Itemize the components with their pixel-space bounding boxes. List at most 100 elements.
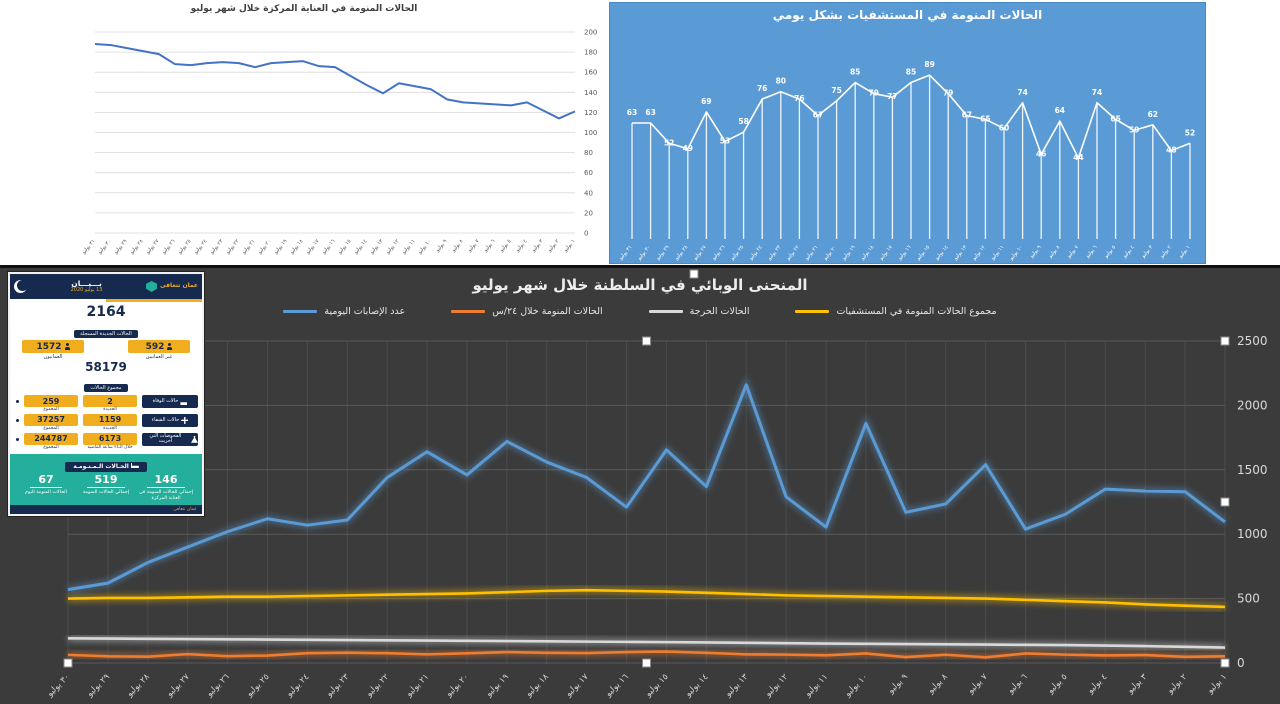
y-axis-tick: 40 [584, 189, 593, 197]
data-label: 77 [887, 92, 897, 101]
series-line-3[interactable] [67, 588, 1226, 609]
x-axis-label: ٢٣ يوليو [324, 672, 352, 700]
x-axis-label: ٣ يوليو [1140, 244, 1155, 260]
hospitalized-chart-title: الحالات المنومة في المستشفيات بشكل يومي [772, 8, 1043, 22]
footer-slogan: عمان تتعافى [173, 507, 197, 512]
data-label: 74 [1017, 88, 1027, 97]
legend-item-daily-infections[interactable]: عدد الإصابات اليومية [283, 306, 405, 317]
y-axis-tick: 1500 [1237, 463, 1268, 477]
data-label: 62 [1148, 110, 1158, 119]
selection-handle[interactable] [642, 336, 651, 346]
x-axis-label: ١٧ يوليو [304, 238, 320, 256]
series-line-0[interactable] [67, 383, 1226, 592]
brand-text: عمان تتعافى [160, 282, 198, 290]
y-axis-tick: 0 [1237, 656, 1245, 670]
hospitalized-chart-plot[interactable]: 63 63 52 49 69 53 58 76 80 76 67 75 85 79 77 85 89 79 67 65… [610, 3, 1205, 263]
bed-icon [180, 402, 188, 405]
x-axis-label: ٢٢ يوليو [364, 672, 392, 700]
data-label: 63 [627, 108, 637, 117]
data-label: 64 [1055, 106, 1065, 115]
selection-handle[interactable] [63, 658, 73, 668]
x-axis-label: ٢٩ يوليو [112, 238, 128, 256]
selection-handle[interactable] [1220, 336, 1230, 346]
icu-line-chart[interactable]: الحالات المنومة في العناية المركزة خلال … [0, 0, 608, 265]
x-axis-label: ٢٥ يوليو [244, 672, 272, 700]
x-axis-label: ١ يوليو [562, 238, 576, 254]
recovery-icon [181, 416, 189, 424]
total-cases-value: 58179 [85, 360, 127, 374]
legend-item-critical-cases[interactable]: الحالات الحرجة [648, 306, 749, 317]
legend-item-total-hospitalized[interactable]: مجموع الحالات المنومة في المستشفيات [795, 306, 997, 317]
total-cases-label: مجموع الحالات [84, 384, 128, 392]
legend-item-hospitalized-24h[interactable]: الحالات المنومة خلال ٢٤/س [451, 306, 603, 317]
x-axis-label: ٢٣ يوليو [766, 244, 782, 262]
x-axis-label: ١٤ يوليو [683, 672, 711, 700]
x-axis-label: ٢١ يوليو [240, 238, 256, 256]
x-axis-label: ٣ يوليو [1125, 672, 1150, 697]
x-axis-label: ٢٩ يوليو [84, 672, 112, 700]
y-axis-tick: 0 [584, 230, 588, 238]
deaths-row: حالات الوفاة 2 الجديدة 259 المجموع [10, 394, 202, 413]
x-axis-label: ١ يوليو [1205, 672, 1229, 696]
data-label: 48 [1166, 146, 1176, 155]
y-axis-tick: 140 [584, 89, 597, 97]
x-axis-label: ١٨ يوليو [288, 238, 304, 256]
x-axis-label: ١٨ يوليو [859, 244, 875, 262]
x-axis-label: ٢١ يوليو [803, 244, 819, 262]
x-axis-label: ١٨ يوليو [523, 672, 551, 700]
bullet-dot [16, 418, 19, 422]
selection-handle[interactable] [642, 658, 651, 668]
selection-handle[interactable] [1220, 658, 1230, 668]
x-axis-label: ١٠ يوليو [416, 238, 432, 256]
y-axis-tick: 60 [584, 169, 593, 177]
selection-handle[interactable] [689, 269, 699, 279]
x-axis-label: ٧ يوليو [965, 672, 990, 697]
x-axis-label: ٢٢ يوليو [224, 238, 240, 256]
data-label: 85 [850, 68, 860, 77]
legend-label: عدد الإصابات اليومية [324, 306, 406, 317]
data-label: 80 [776, 77, 786, 86]
x-axis-label: ١٢ يوليو [971, 244, 987, 262]
data-label: 52 [664, 138, 674, 147]
x-axis-label: ٢٤ يوليو [192, 238, 208, 256]
x-axis-label: ١٥ يوليو [643, 672, 671, 700]
x-axis-label: ٣ يوليو [530, 238, 545, 254]
y-axis-tick: 180 [584, 49, 597, 57]
x-axis-label: ٨ يوليو [925, 672, 950, 697]
x-axis-label: ٢٤ يوليو [747, 244, 763, 262]
epidemic-curve-chart[interactable]: المنحنى الوبائي في السلطنة خلال شهر يولي… [0, 265, 1280, 704]
tests-total: 244787 المجموع [24, 432, 78, 451]
series-line-1[interactable] [67, 650, 1226, 659]
x-axis-label: ٢٨ يوليو [128, 238, 144, 256]
x-axis-label: ٢٦ يوليو [204, 672, 232, 700]
x-axis-label: ٢٦ يوليو [710, 244, 726, 262]
series-line-2[interactable] [67, 636, 1226, 649]
icu-chart-title: الحالات المنومة في العناية المركزة خلال … [190, 4, 418, 14]
x-axis-label: ٣١ يوليو [80, 238, 96, 256]
x-axis-label: ١٦ يوليو [896, 244, 912, 262]
epidemic-chart-plot[interactable]: 0 500 1000 1500 2000 2500 ٣٠ يوليو ٢٩ يوليو ٢٨ ي… [0, 268, 1280, 704]
x-axis-label: ٦ يوليو [1005, 672, 1030, 697]
hospitalized-daily-chart[interactable]: الحالات المنومة في المستشفيات بشكل يومي … [609, 2, 1206, 264]
deaths-total: 259 المجموع [24, 395, 78, 413]
x-axis-label: ٦ يوليو [1084, 244, 1099, 260]
selection-handle[interactable] [1220, 497, 1230, 507]
x-axis-label: ٢٣ يوليو [208, 238, 224, 256]
x-axis-label: ٢٢ يوليو [785, 244, 801, 262]
x-axis-label: ١٣ يوليو [952, 244, 968, 262]
x-axis-label: ٥ يوليو [1045, 672, 1069, 696]
x-axis-label: ٢ يوليو [546, 238, 561, 254]
x-axis-label: ١٥ يوليو [336, 238, 352, 256]
hospitalized-section-title: الحـالات الـمـنـومـة [65, 461, 147, 472]
legend-swatch-gray [648, 310, 683, 313]
infographic-header: عمان تتعافى بـــيـــان 13 يوليو 2020 [10, 274, 202, 299]
x-axis-label: ٨ يوليو [1047, 244, 1062, 260]
y-axis-tick: 120 [584, 109, 597, 117]
x-axis-label: ٥ يوليو [498, 238, 513, 254]
x-axis-label: ٢٤ يوليو [284, 672, 312, 700]
x-axis-label: ٦ يوليو [482, 238, 497, 254]
statement-title: بـــيـــان [71, 278, 102, 288]
x-axis-label: ٤ يوليو [1121, 244, 1136, 260]
